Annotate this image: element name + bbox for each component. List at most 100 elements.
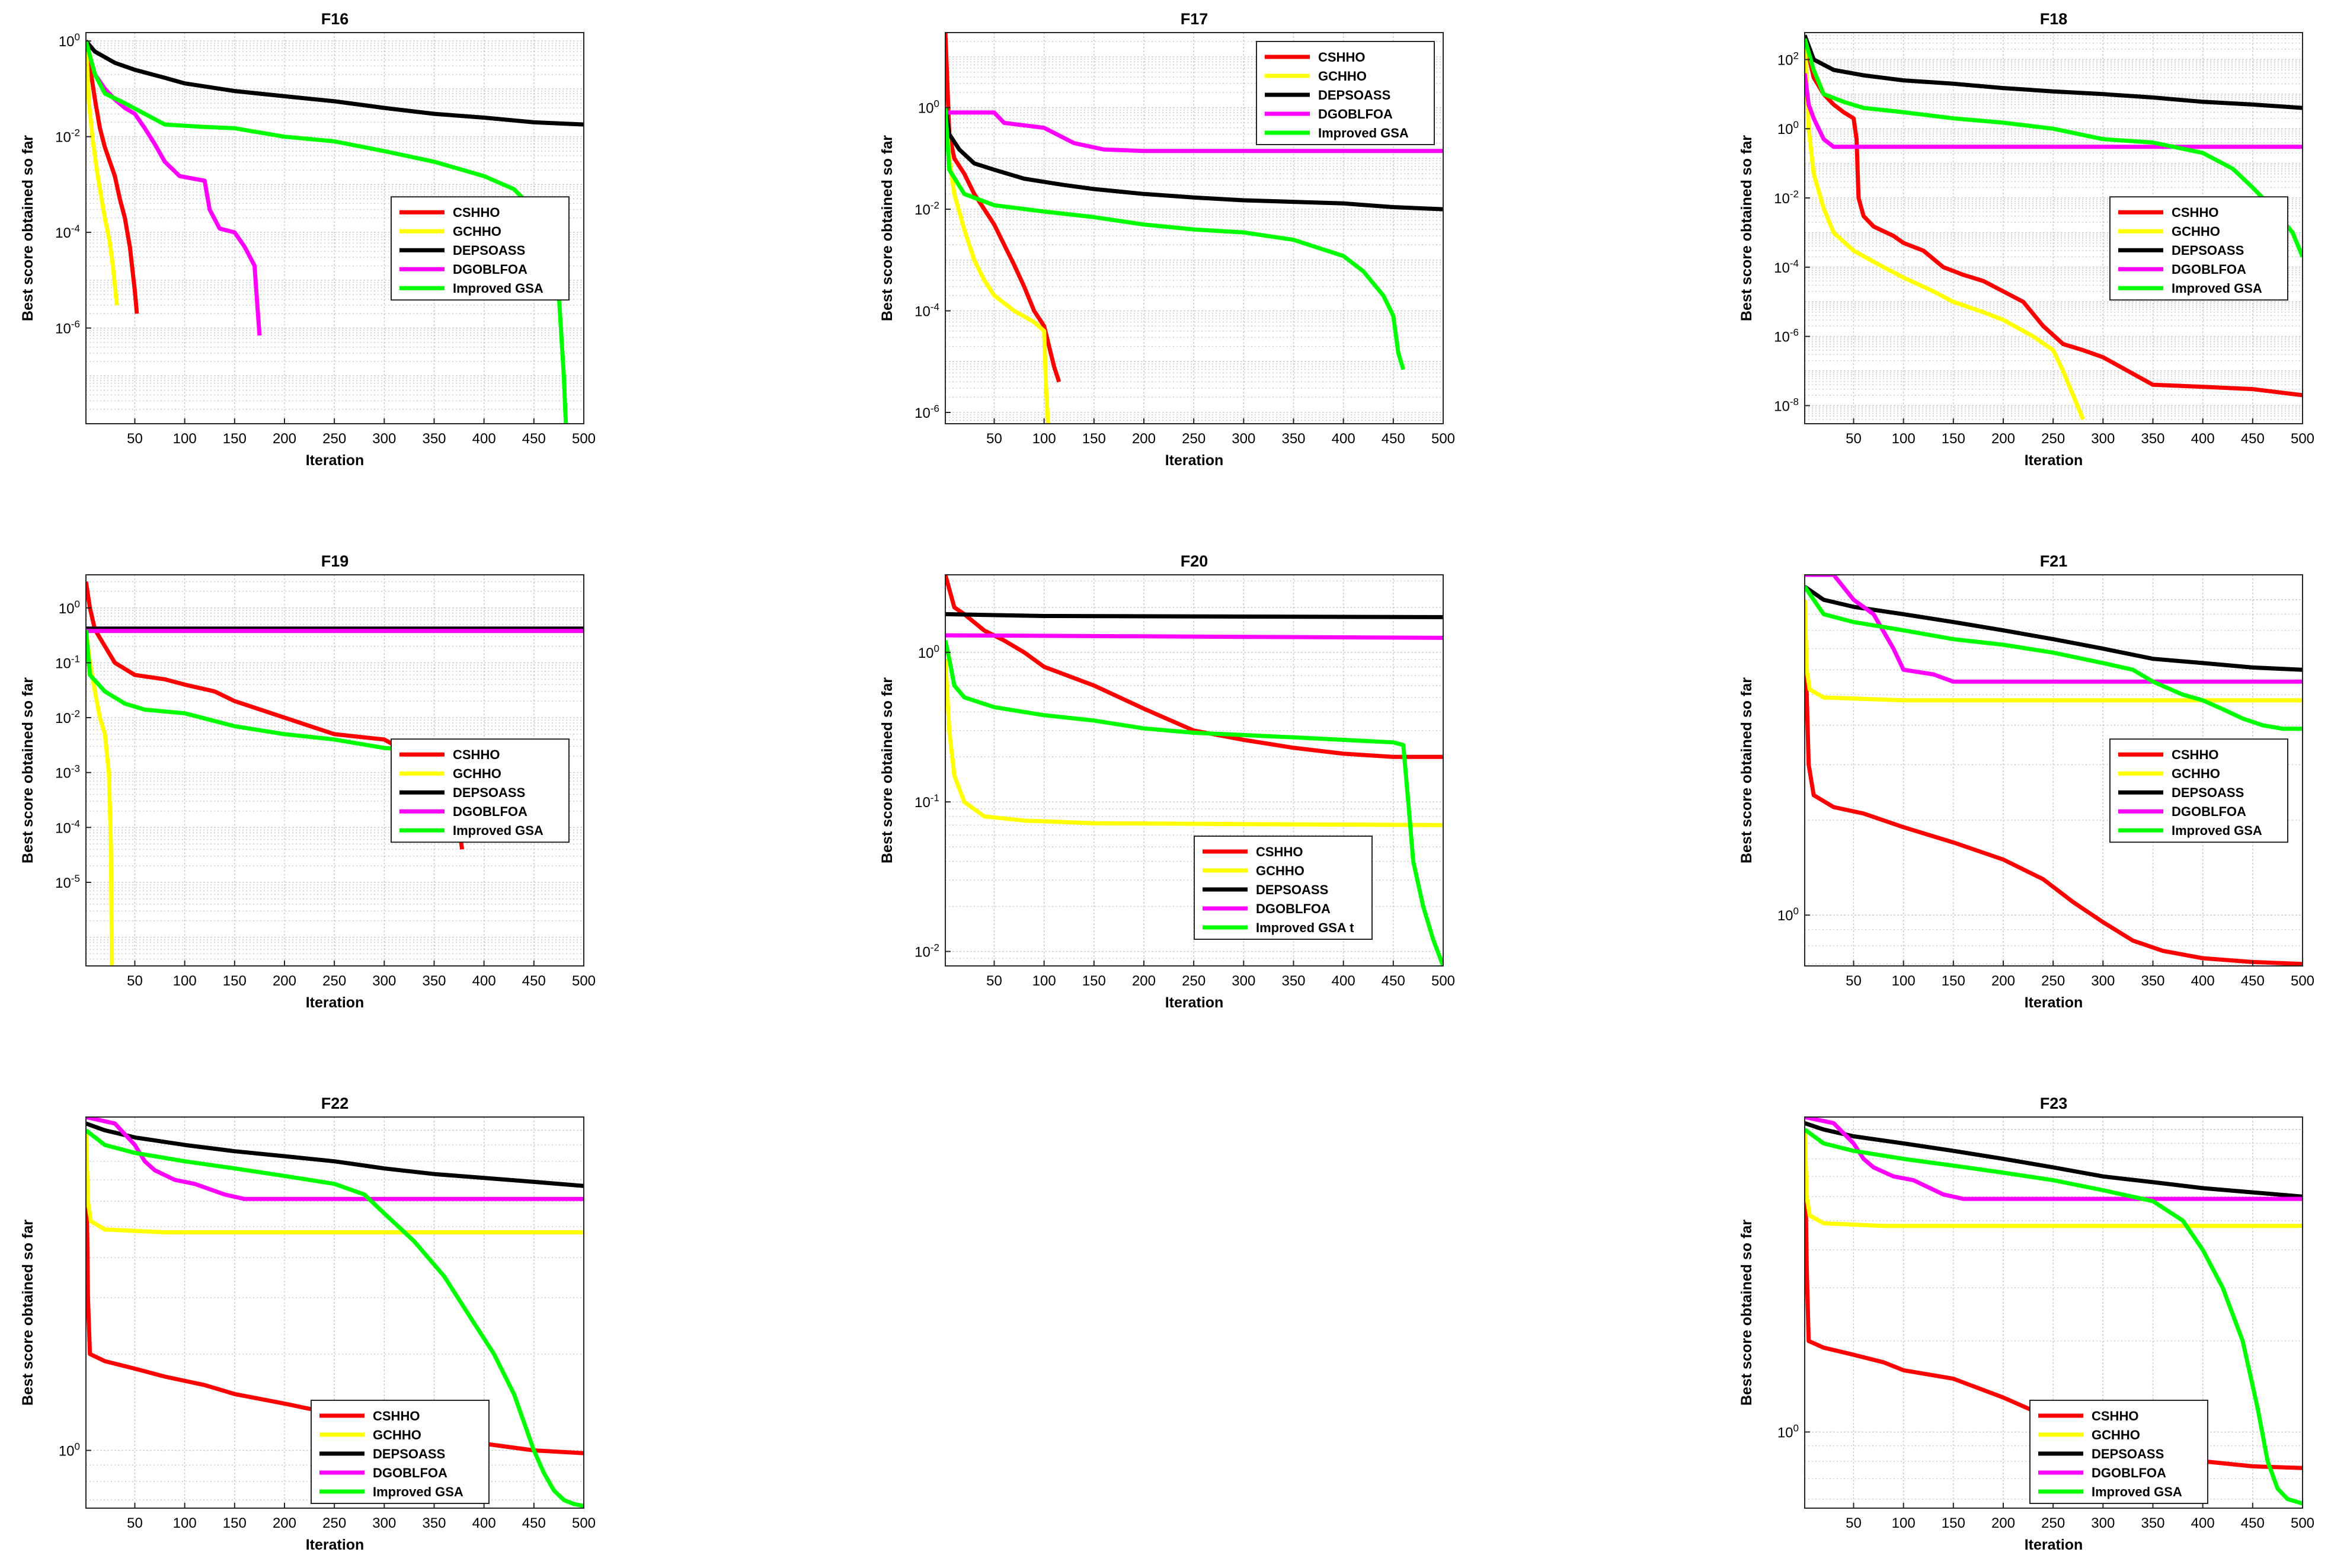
series-line-gchho xyxy=(1805,1129,2303,1228)
y-tick-label: 10-2 xyxy=(1774,188,1799,207)
legend: CSHHO GCHHO DEPSOASS DGOBLFOA Improved GSA xyxy=(2109,196,2288,301)
legend-label: CSHHO xyxy=(2092,1409,2138,1423)
x-tick-label: 300 xyxy=(2091,1515,2115,1531)
x-axis-label: Iteration xyxy=(1165,452,1224,469)
x-tick-label: 350 xyxy=(2141,431,2164,447)
series-line-depsoass xyxy=(1805,1121,2303,1199)
series-line-depsoass xyxy=(945,107,1443,212)
series-line-improved-gsa xyxy=(1805,1128,2303,1506)
legend: CSHHO GCHHO DEPSOASS DGOBLFOA Improved GSA xyxy=(1256,41,1435,145)
series-line-gchho xyxy=(945,107,1050,424)
y-tick-label: 10-4 xyxy=(1774,258,1799,276)
chart-title: F19 xyxy=(321,552,349,570)
chart-title: F23 xyxy=(2040,1095,2068,1112)
x-tick-label: 200 xyxy=(1991,1515,2015,1531)
x-tick-label: 350 xyxy=(2141,973,2164,989)
chart-panel-f20: 50 100 150 200 250 300 350 400 450 500 100 10-1 10-2… xyxy=(879,552,1455,1011)
chart-title: F20 xyxy=(1181,552,1208,570)
legend-label: DEPSOASS xyxy=(453,785,525,800)
x-tick-label: 250 xyxy=(2041,1515,2065,1531)
y-tick-label: 10-2 xyxy=(915,200,939,218)
x-tick-label: 150 xyxy=(223,1515,247,1531)
x-tick-label: 450 xyxy=(2241,431,2265,447)
y-tick-label: 102 xyxy=(1777,50,1799,68)
x-tick-label: 200 xyxy=(273,431,296,447)
x-tick-label: 100 xyxy=(173,431,197,447)
legend-label: DEPSOASS xyxy=(373,1447,445,1461)
x-tick-label: 500 xyxy=(2291,973,2314,989)
legend-label: Improved GSA xyxy=(373,1484,463,1499)
y-axis-label: Best score obtained so far xyxy=(1738,1220,1755,1406)
x-tick-label: 250 xyxy=(322,431,346,447)
series-line-gchho xyxy=(1805,599,2303,703)
legend-label: CSHHO xyxy=(453,747,500,762)
x-tick-label: 500 xyxy=(572,973,596,989)
y-tick-label: 10-5 xyxy=(55,873,80,891)
chart-title: F18 xyxy=(2040,10,2068,28)
series-line-cshho xyxy=(945,575,1443,759)
x-axis-label: Iteration xyxy=(306,1537,364,1553)
legend-label: CSHHO xyxy=(453,205,500,220)
grid xyxy=(1805,33,2303,424)
y-tick-label: 10-2 xyxy=(915,942,939,961)
x-tick-label: 500 xyxy=(2291,1515,2314,1531)
legend-label: CSHHO xyxy=(2172,747,2218,762)
x-tick-label: 350 xyxy=(422,973,446,989)
legend: CSHHO GCHHO DEPSOASS DGOBLFOA Improved GSA t xyxy=(1194,836,1373,940)
x-tick-label: 400 xyxy=(472,1515,496,1531)
series-line-depsoass xyxy=(1805,34,2303,110)
x-tick-label: 450 xyxy=(522,431,546,447)
series-line-depsoass xyxy=(945,612,1443,619)
series-group xyxy=(1805,575,2303,966)
legend-label: GCHHO xyxy=(453,224,501,239)
x-tick-label: 200 xyxy=(1132,973,1156,989)
legend-label: DEPSOASS xyxy=(2172,785,2244,800)
y-tick-label: 10-4 xyxy=(55,818,80,836)
x-tick-label: 350 xyxy=(422,1515,446,1531)
y-tick-label: 100 xyxy=(918,643,939,661)
series-line-dgoblfoa xyxy=(1805,73,2303,149)
series-line-dgoblfoa xyxy=(1805,1117,2303,1201)
legend-label: GCHHO xyxy=(2172,224,2220,239)
x-tick-label: 100 xyxy=(173,973,197,989)
y-tick-label: 10-6 xyxy=(55,319,80,337)
legend-label: CSHHO xyxy=(373,1409,420,1423)
chart-panel-f22: 50 100 150 200 250 300 350 400 450 500 100 F22 Itera… xyxy=(20,1095,596,1553)
series-line-depsoass xyxy=(86,1121,584,1188)
legend-label: DGOBLFOA xyxy=(453,804,527,819)
x-tick-label: 50 xyxy=(127,431,143,447)
x-tick-label: 450 xyxy=(2241,1515,2265,1531)
legend: CSHHO GCHHO DEPSOASS DGOBLFOA Improved GSA xyxy=(391,738,570,843)
y-axis-label: Best score obtained so far xyxy=(20,135,36,321)
y-tick-label: 10-2 xyxy=(55,708,80,727)
legend-label: GCHHO xyxy=(2172,766,2220,781)
x-tick-label: 100 xyxy=(1032,431,1056,447)
legend-label: Improved GSA t xyxy=(1256,920,1354,935)
legend-label: DEPSOASS xyxy=(1318,88,1390,103)
y-tick-label: 10-6 xyxy=(1774,327,1799,345)
x-tick-label: 50 xyxy=(1846,973,1862,989)
legend-label: DGOBLFOA xyxy=(1318,107,1393,121)
legend: CSHHO GCHHO DEPSOASS DGOBLFOA Improved GSA xyxy=(391,196,570,301)
series-line-improved-gsa xyxy=(1805,38,2303,258)
x-tick-label: 100 xyxy=(1892,1515,1916,1531)
x-tick-label: 50 xyxy=(986,973,1002,989)
series-line-dgoblfoa xyxy=(1805,575,2303,684)
x-tick-label: 150 xyxy=(1942,973,1965,989)
x-tick-label: 500 xyxy=(1431,431,1455,447)
chart-panel-f23: 50 100 150 200 250 300 350 400 450 500 100 F23 Itera… xyxy=(1738,1095,2314,1553)
chart-panel-f16: 50 100 150 200 250 300 350 400 450 500 100 10-2 10-4… xyxy=(20,10,596,469)
x-axis-label: Iteration xyxy=(306,994,364,1011)
grid xyxy=(86,33,584,424)
x-tick-label: 400 xyxy=(472,431,496,447)
legend-label: DGOBLFOA xyxy=(453,262,527,277)
x-tick-label: 450 xyxy=(522,973,546,989)
series-line-dgoblfoa xyxy=(86,1117,584,1201)
y-tick-label: 10-3 xyxy=(55,763,80,782)
x-tick-label: 300 xyxy=(372,1515,396,1531)
x-tick-label: 150 xyxy=(223,973,247,989)
y-tick-label: 100 xyxy=(1777,905,1799,924)
x-tick-label: 500 xyxy=(572,1515,596,1531)
y-tick-label: 10-4 xyxy=(55,223,80,241)
